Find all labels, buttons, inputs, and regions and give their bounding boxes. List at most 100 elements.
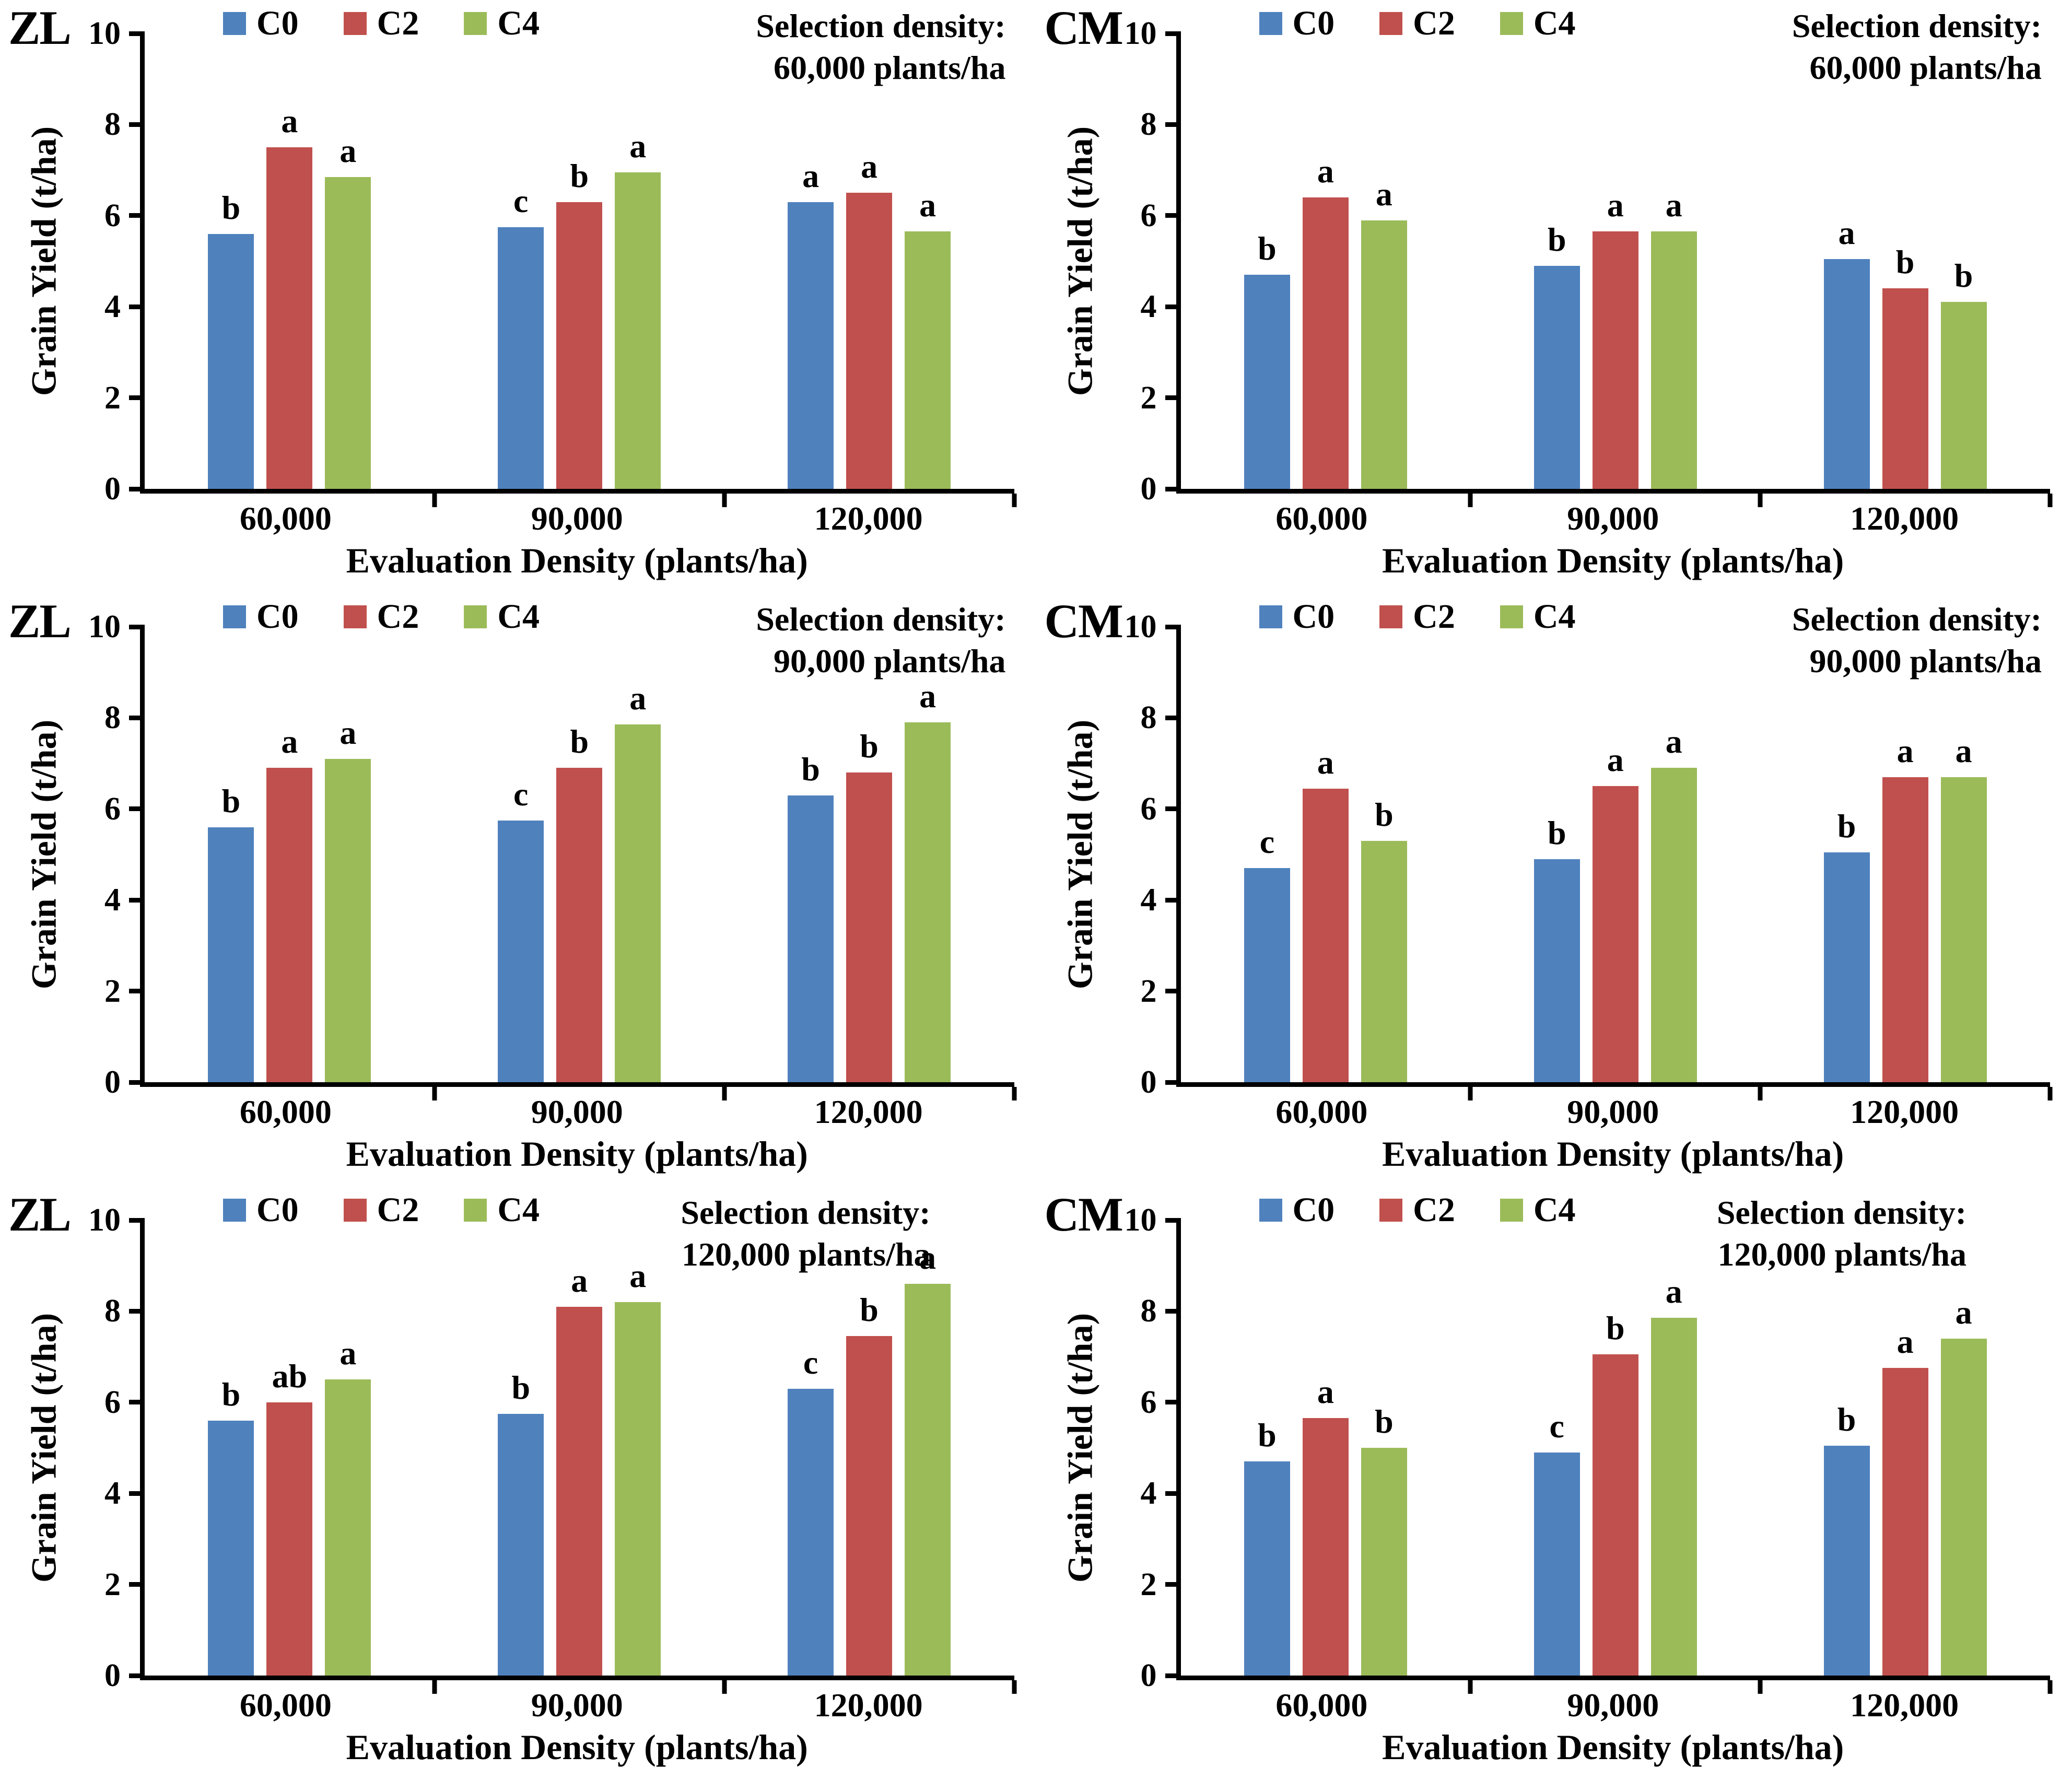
bar-slot: a bbox=[615, 1220, 661, 1676]
y-tick-mark bbox=[129, 1491, 145, 1496]
bar-slot: a bbox=[905, 33, 951, 489]
y-tick-label: 8 bbox=[104, 700, 121, 736]
y-axis-title: Grain Yield (t/ha) bbox=[1060, 1313, 1099, 1583]
significance-letter: c bbox=[513, 775, 529, 813]
bar-slot: c bbox=[498, 33, 544, 489]
y-tick: 2 bbox=[104, 975, 145, 1008]
panel-label: CM bbox=[1044, 594, 1123, 648]
annotation-line2: 120,000 plants/ha bbox=[681, 1236, 931, 1273]
y-tick-mark bbox=[129, 1308, 145, 1314]
bar-slot: a bbox=[325, 627, 371, 1082]
selection-density-annotation: Selection density: 90,000 plants/ha bbox=[1792, 599, 2042, 682]
legend-item: C4 bbox=[464, 6, 540, 41]
legend-swatch-c2 bbox=[343, 1199, 367, 1222]
bar-c0 bbox=[1533, 859, 1580, 1082]
significance-letter: b bbox=[860, 728, 879, 765]
y-tick: 4 bbox=[1141, 884, 1181, 916]
bar-slot: a bbox=[1302, 1220, 1349, 1676]
bar-slot: b bbox=[208, 627, 254, 1082]
y-tick-mark bbox=[1165, 1673, 1181, 1678]
x-tick-mark bbox=[432, 1680, 437, 1694]
x-tick-label: 120,000 bbox=[814, 1093, 923, 1130]
bar-group: c b a bbox=[435, 627, 724, 1082]
legend-label: C0 bbox=[256, 4, 299, 42]
y-tick-mark bbox=[1165, 486, 1181, 491]
x-tick-mark bbox=[2047, 494, 2053, 507]
y-tick: 10 bbox=[88, 611, 145, 643]
y-tick-label: 4 bbox=[1140, 1475, 1157, 1512]
significance-letter: b bbox=[1606, 1309, 1625, 1347]
bar-c2 bbox=[846, 772, 893, 1082]
legend-item: C0 bbox=[223, 600, 299, 634]
significance-letter: a bbox=[1897, 1323, 1914, 1361]
significance-letter: ab bbox=[272, 1357, 308, 1395]
significance-letter: a bbox=[1607, 186, 1624, 224]
chart-panel: ZL Grain Yield (t/ha) C0 C2 C4 Selection d… bbox=[0, 593, 1036, 1187]
bar-slot: b bbox=[1361, 1220, 1407, 1676]
legend-item: C2 bbox=[1379, 1193, 1455, 1227]
bar-c2 bbox=[1302, 788, 1349, 1082]
legend-swatch-c0 bbox=[1259, 605, 1282, 628]
legend-swatch-c2 bbox=[343, 605, 367, 628]
significance-letter: b bbox=[1954, 257, 1973, 295]
bar-group: c b a bbox=[435, 33, 724, 489]
bar-group: b a b bbox=[1181, 1220, 1471, 1676]
legend-swatch-c2 bbox=[1379, 1199, 1403, 1222]
significance-letter: a bbox=[1665, 723, 1682, 760]
significance-letter: b bbox=[1547, 814, 1566, 851]
y-tick: 0 bbox=[104, 1066, 145, 1098]
significance-letter: a bbox=[629, 680, 647, 717]
x-tick-label: 90,000 bbox=[1567, 500, 1659, 537]
y-tick-label: 6 bbox=[1140, 791, 1157, 827]
legend-swatch-c0 bbox=[223, 12, 246, 35]
bar-c4 bbox=[905, 722, 951, 1082]
significance-letter: a bbox=[340, 132, 357, 169]
bar-group: c a b bbox=[1181, 627, 1471, 1082]
y-tick-label: 10 bbox=[88, 16, 121, 51]
x-tick-label: 90,000 bbox=[1567, 1093, 1659, 1130]
y-tick-mark bbox=[1165, 395, 1181, 401]
legend: C0 C2 C4 bbox=[1259, 1193, 1576, 1227]
y-tick-mark bbox=[129, 1217, 145, 1223]
x-tick-mark bbox=[1468, 1680, 1473, 1694]
bar-slot: a bbox=[266, 627, 313, 1082]
bar-c2 bbox=[846, 1336, 893, 1676]
significance-letter: c bbox=[803, 1343, 818, 1381]
bar-slot: a bbox=[615, 627, 661, 1082]
y-axis-title: Grain Yield (t/ha) bbox=[1060, 126, 1099, 396]
x-tick-mark bbox=[1012, 1087, 1016, 1100]
legend: C0 C2 C4 bbox=[223, 600, 540, 634]
bar-slot: ab bbox=[266, 1220, 313, 1676]
significance-letter: a bbox=[1665, 186, 1682, 224]
y-tick: 8 bbox=[104, 1295, 145, 1327]
legend-label: C4 bbox=[497, 598, 540, 636]
significance-letter: a bbox=[1838, 214, 1855, 251]
bar-slot: c bbox=[498, 627, 544, 1082]
bar-slot: b bbox=[1244, 1220, 1290, 1676]
y-tick-label: 0 bbox=[1140, 1064, 1157, 1100]
bar-slot: a bbox=[615, 33, 661, 489]
bar-slot: a bbox=[1361, 33, 1407, 489]
bar-groups: c a b b a a b a a bbox=[1181, 627, 2051, 1082]
significance-letter: a bbox=[340, 713, 357, 751]
bar-slot: a bbox=[266, 33, 313, 489]
x-tick-mark bbox=[1012, 1680, 1016, 1694]
x-tick-label: 90,000 bbox=[1567, 1687, 1659, 1724]
significance-letter: a bbox=[919, 186, 937, 224]
bar-c2 bbox=[1882, 288, 1928, 489]
y-tick-label: 10 bbox=[1124, 609, 1157, 645]
significance-letter: a bbox=[802, 157, 820, 194]
y-tick: 4 bbox=[1141, 1477, 1181, 1509]
x-tick-mark bbox=[2047, 1087, 2053, 1100]
y-tick-mark bbox=[129, 486, 145, 491]
y-tick-label: 2 bbox=[104, 973, 121, 1009]
bar-slot: a bbox=[556, 1220, 603, 1676]
y-tick-label: 2 bbox=[1140, 973, 1157, 1009]
legend-item: C4 bbox=[1500, 6, 1576, 41]
bar-c0 bbox=[1244, 868, 1290, 1082]
y-tick-mark bbox=[1165, 31, 1181, 36]
